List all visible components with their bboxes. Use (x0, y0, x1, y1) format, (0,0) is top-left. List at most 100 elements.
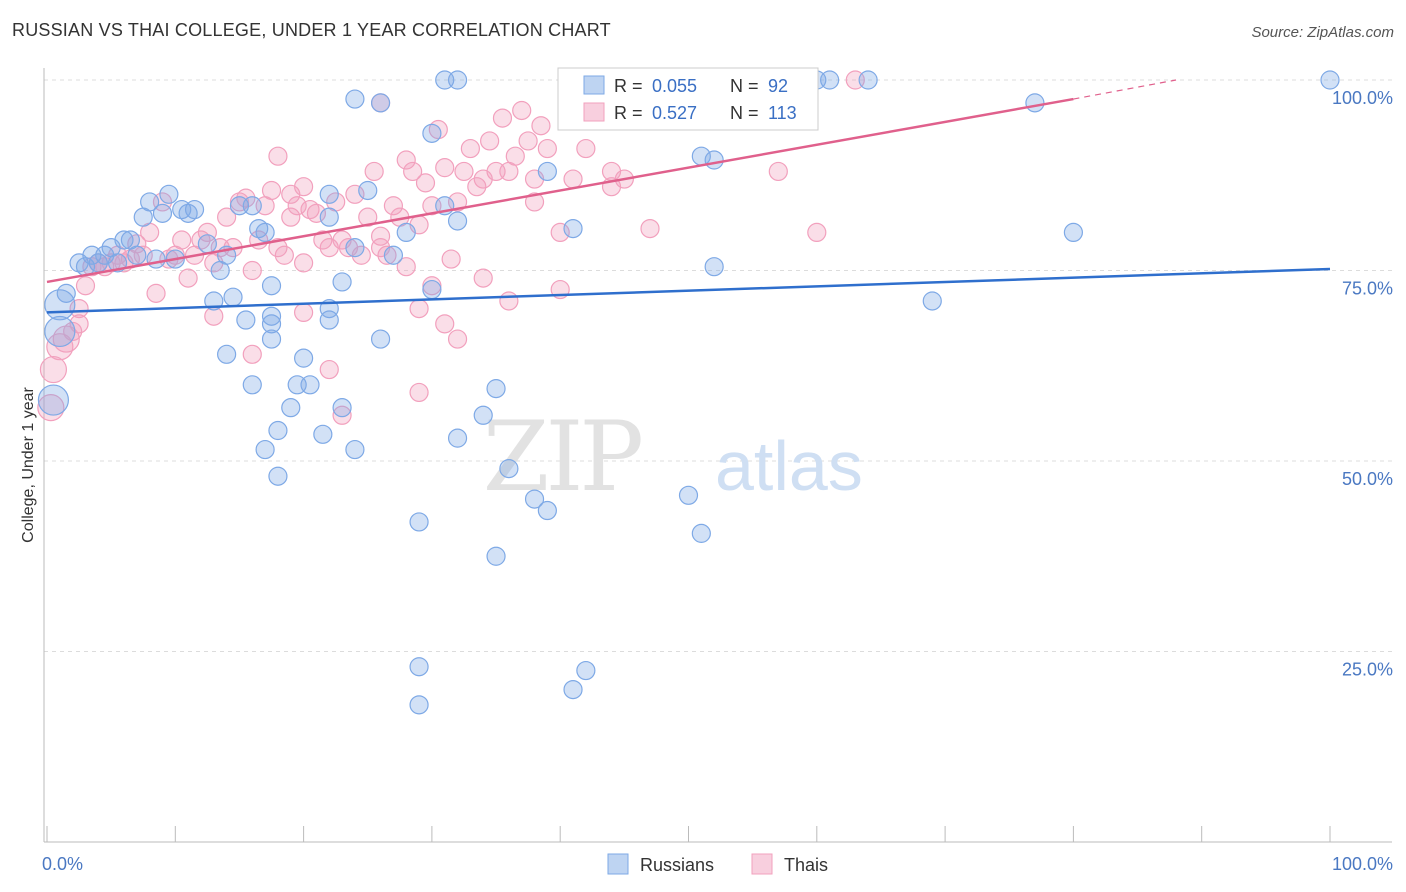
thais-point-99 (499, 291, 519, 311)
russians-point-75 (691, 523, 711, 543)
bottom-legend-swatch-1 (751, 853, 773, 875)
y-tick-label-2: 75.0% (1342, 279, 1393, 299)
thais-point-53 (370, 226, 391, 246)
thais-point-70 (480, 131, 500, 151)
russians-point-88 (409, 657, 429, 677)
watermark: ZIP atlas (483, 401, 863, 513)
thais-point-55 (383, 196, 404, 216)
thais-point-75 (512, 100, 532, 121)
legend-r-label-0: R = (614, 76, 643, 96)
thais-point-7 (75, 276, 96, 296)
thais-point-113 (294, 253, 314, 273)
russians-point-58 (422, 123, 442, 143)
thais-point-60 (415, 173, 436, 193)
russians-point-78 (704, 257, 724, 277)
russians-point-2 (44, 315, 76, 348)
thais-point-93 (409, 299, 429, 319)
legend-r-value-0: 0.055 (652, 76, 697, 96)
thais-point-82 (576, 138, 596, 159)
russians-point-81 (858, 70, 878, 90)
thais-point-44 (313, 230, 333, 250)
thais-point-33 (242, 260, 262, 281)
series-thais-points (37, 70, 865, 425)
russians-point-46 (313, 424, 333, 444)
thais-point-85 (640, 218, 660, 239)
legend-swatch-0 (583, 75, 605, 95)
thais-point-49 (345, 184, 365, 204)
thais-point-57 (396, 150, 416, 170)
thais-point-22 (172, 230, 192, 250)
russians-point-66 (486, 379, 506, 399)
russians-point-73 (576, 660, 596, 681)
russians-point-87 (370, 93, 391, 113)
thais-point-74 (505, 146, 525, 166)
russians-point-23 (197, 234, 217, 254)
thais-point-66 (454, 161, 474, 182)
russians-point-16 (146, 249, 166, 269)
russians-point-54 (358, 180, 378, 201)
thais-point-32 (236, 188, 256, 208)
russians-point-45 (268, 466, 288, 486)
watermark-atlas: atlas (715, 427, 863, 505)
thais-point-105 (319, 359, 339, 380)
thais-point-37 (268, 238, 288, 258)
thais-point-81 (563, 169, 583, 189)
russians-point-33 (217, 344, 237, 364)
thais-point-76 (518, 131, 538, 151)
thais-point-89 (807, 222, 827, 242)
russians-point-82 (922, 291, 942, 311)
thais-point-112 (281, 207, 301, 227)
russians-point-29 (236, 310, 256, 330)
chart-source: Source: ZipAtlas.com (1251, 24, 1394, 41)
thais-point-40 (287, 196, 307, 216)
russians-point-56 (383, 245, 404, 265)
russians-point-38 (261, 276, 282, 296)
thais-point-80 (550, 222, 570, 242)
russians-point-85 (1320, 70, 1340, 90)
russians-point-86 (345, 89, 365, 109)
thais-point-64 (441, 249, 461, 269)
gridlines (44, 79, 1392, 652)
russians-trend-line (46, 267, 1331, 314)
thais-point-67 (460, 138, 480, 159)
russians-point-32 (255, 222, 275, 242)
legend-n-label-0: N = (730, 76, 759, 96)
thais-point-41 (294, 177, 314, 197)
thais-point-96 (435, 314, 455, 334)
y-tick-label-1: 50.0% (1342, 469, 1393, 489)
thais-point-92 (396, 257, 416, 277)
series-russians-points (37, 70, 1340, 715)
russians-point-35 (255, 439, 275, 460)
russians-point-18 (159, 184, 179, 204)
russians-point-39 (261, 314, 282, 334)
bottom-legend: Russians Thais (607, 853, 828, 875)
thais-point-78 (531, 116, 551, 136)
thais-point-1 (39, 355, 68, 384)
y-tick-label-0: 25.0% (1342, 660, 1393, 680)
russians-point-0 (37, 384, 70, 416)
russians-point-15 (140, 192, 160, 212)
watermark-zip: ZIP (483, 401, 642, 513)
thais-point-36 (261, 180, 282, 201)
thais-point-54 (377, 245, 397, 265)
russians-point-69 (537, 500, 557, 521)
thais-point-52 (364, 161, 384, 182)
bottom-legend-label-0: Russians (640, 855, 714, 875)
russians-point-47 (319, 207, 339, 227)
y-axis-label: College, Under 1 year (20, 387, 37, 543)
russians-point-22 (184, 199, 205, 220)
russians-point-90 (409, 512, 429, 532)
thais-point-101 (242, 344, 262, 364)
thais-point-58 (403, 161, 423, 182)
russians-point-37 (268, 420, 288, 441)
legend-n-label-1: N = (730, 103, 759, 123)
russians-point-77 (704, 150, 724, 170)
thais-point-51 (358, 207, 378, 227)
thais-point-18 (146, 283, 166, 303)
russians-point-52 (345, 439, 365, 460)
russians-point-64 (447, 428, 468, 448)
russians-point-57 (396, 222, 416, 242)
thais-trend-line (46, 97, 1074, 284)
bottom-legend-swatch-0 (607, 853, 629, 875)
